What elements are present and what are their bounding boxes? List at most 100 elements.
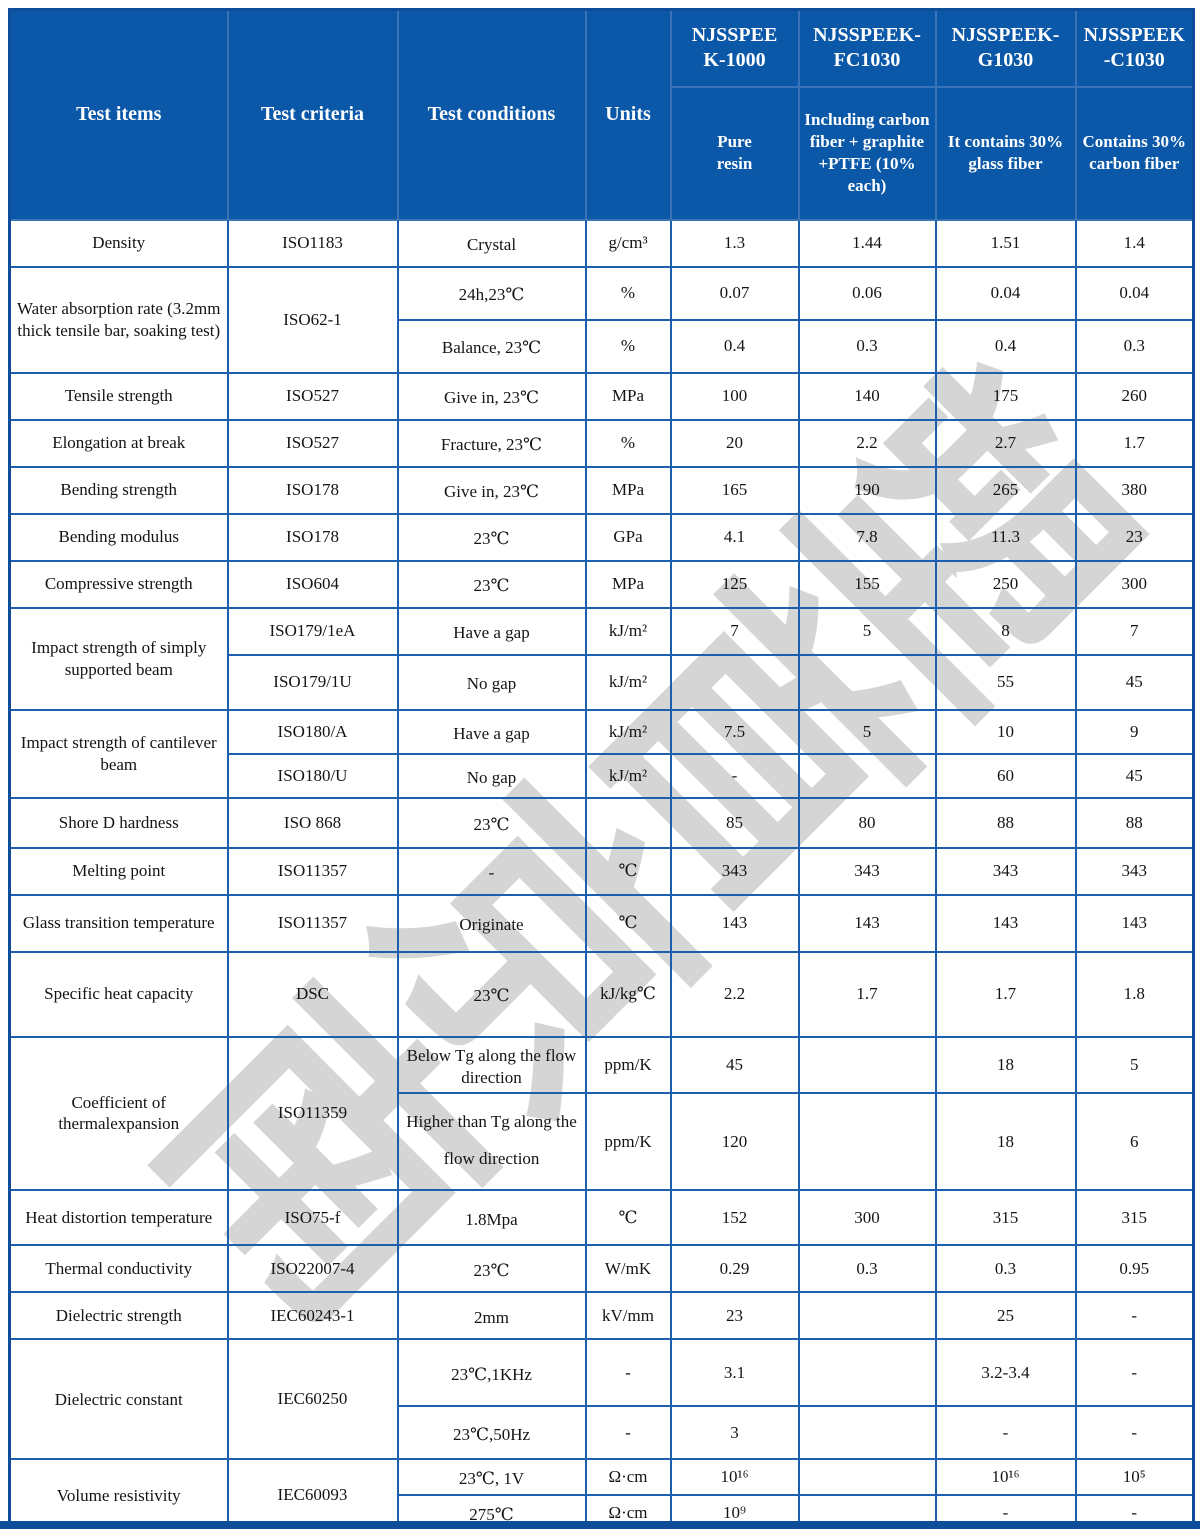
condition-cell: 23℃ bbox=[396, 1244, 587, 1294]
value-cell: 10¹⁶ bbox=[669, 1458, 800, 1497]
value-cell: 0.04 bbox=[1074, 265, 1195, 321]
unit-cell: kJ/m² bbox=[584, 606, 672, 656]
value-cell: 0.4 bbox=[934, 318, 1077, 374]
product-desc-header: Including carbon fiber + graphite +PTFE … bbox=[797, 85, 937, 221]
value-cell: 0.06 bbox=[797, 265, 937, 321]
value-cell: 343 bbox=[1074, 846, 1195, 896]
value-cell: 11.3 bbox=[934, 512, 1077, 562]
value-cell: 45 bbox=[1074, 653, 1195, 711]
value-cell: 60 bbox=[934, 752, 1077, 799]
unit-cell: % bbox=[584, 318, 672, 374]
unit-cell: ppm/K bbox=[584, 1092, 672, 1192]
table-row: Water absorption rate (3.2mm thick tensi… bbox=[8, 265, 1195, 374]
value-cell: 300 bbox=[797, 1189, 937, 1247]
value-cell: 125 bbox=[669, 559, 800, 609]
unit-cell: % bbox=[584, 418, 672, 468]
value-cell: 0.3 bbox=[1074, 318, 1195, 374]
value-cell: 2.2 bbox=[669, 950, 800, 1038]
condition-cell: 23℃,50Hz bbox=[396, 1405, 587, 1461]
unit-cell: ℃ bbox=[584, 1189, 672, 1247]
value-cell: 143 bbox=[934, 893, 1077, 953]
col-header-test-criteria: Test criteria bbox=[226, 8, 399, 221]
unit-cell: % bbox=[584, 265, 672, 321]
table-body: Density ISO1183 Crystal g/cm³ 1.3 1.44 1.51 1.4… bbox=[8, 218, 1195, 1529]
value-cell: 23 bbox=[1074, 512, 1195, 562]
value-cell: - bbox=[669, 752, 800, 799]
value-cell: 4.1 bbox=[669, 512, 800, 562]
value-cell: 1.4 bbox=[1074, 218, 1195, 268]
item-cell: Coefficient of thermalexpansion bbox=[8, 1035, 229, 1192]
value-cell: - bbox=[1074, 1291, 1195, 1341]
value-cell bbox=[797, 1035, 937, 1095]
table-row: Impact strength of cantilever beam ISO180… bbox=[8, 708, 1195, 799]
col-header-test-conditions: Test conditions bbox=[396, 8, 587, 221]
value-cell: 1.8 bbox=[1074, 950, 1195, 1038]
item-cell: Dielectric strength bbox=[8, 1291, 229, 1341]
table-row: Heat distortion temperature ISO75-f 1.8Mpa… bbox=[8, 1189, 1195, 1247]
table-row: Specific heat capacity DSC 23℃ kJ/kg℃ 2.2 1.7… bbox=[8, 950, 1195, 1038]
condition-cell: 23℃,1KHz bbox=[396, 1338, 587, 1408]
table-row: 23℃,50Hz -3- - bbox=[10, 1405, 1195, 1461]
value-cell: 0.3 bbox=[797, 318, 937, 374]
criteria-cell: IEC60250 bbox=[226, 1338, 399, 1461]
condition-cell: 23℃ bbox=[396, 559, 587, 609]
condition-cell: 23℃, 1V bbox=[396, 1458, 587, 1497]
criteria-cell: ISO527 bbox=[226, 371, 399, 421]
table-row: Glass transition temperature ISO11357 Orig… bbox=[8, 893, 1195, 953]
unit-cell: - bbox=[584, 1405, 672, 1461]
value-cell: 175 bbox=[934, 371, 1077, 421]
condition-cell: 23℃ bbox=[396, 950, 587, 1038]
header-row-product-names: Test items Test criteria Test conditions… bbox=[8, 8, 1195, 221]
criteria-cell: ISO179/1U bbox=[226, 653, 399, 711]
criteria-cell: DSC bbox=[226, 950, 399, 1038]
value-cell bbox=[669, 653, 800, 711]
item-cell: Volume resistivity bbox=[8, 1458, 229, 1529]
condition-cell: No gap bbox=[396, 653, 587, 711]
value-cell: 100 bbox=[669, 371, 800, 421]
criteria-cell: ISO178 bbox=[226, 465, 399, 515]
value-cell: 0.3 bbox=[797, 1244, 937, 1294]
unit-cell: MPa bbox=[584, 559, 672, 609]
unit-cell: kJ/m² bbox=[584, 653, 672, 711]
value-cell: 120 bbox=[669, 1092, 800, 1192]
condition-cell: Give in, 23℃ bbox=[396, 465, 587, 515]
criteria-cell: ISO62-1 bbox=[226, 265, 399, 374]
unit-cell: kV/mm bbox=[584, 1291, 672, 1341]
value-cell: 0.3 bbox=[934, 1244, 1077, 1294]
condition-cell: 23℃ bbox=[396, 512, 587, 562]
value-cell: 260 bbox=[1074, 371, 1195, 421]
value-cell: 315 bbox=[1074, 1189, 1195, 1247]
item-cell: Heat distortion temperature bbox=[8, 1189, 229, 1247]
value-cell: 45 bbox=[1074, 752, 1195, 799]
value-cell: 343 bbox=[669, 846, 800, 896]
value-cell: 80 bbox=[797, 796, 937, 849]
material-properties-table: Test items Test criteria Test conditions… bbox=[8, 8, 1195, 1529]
item-cell: Density bbox=[8, 218, 229, 268]
criteria-cell: IEC60093 bbox=[226, 1458, 399, 1529]
value-cell: 140 bbox=[797, 371, 937, 421]
table-row: Thermal conductivity ISO22007-4 23℃ W/mK 0.2… bbox=[8, 1244, 1195, 1294]
value-cell: 7.8 bbox=[797, 512, 937, 562]
value-cell: 88 bbox=[934, 796, 1077, 849]
item-cell: Shore D hardness bbox=[8, 796, 229, 849]
value-cell: 10⁵ bbox=[1074, 1458, 1195, 1497]
condition-cell: Fracture, 23℃ bbox=[396, 418, 587, 468]
value-cell: 0.29 bbox=[669, 1244, 800, 1294]
value-cell bbox=[797, 752, 937, 799]
item-cell: Bending strength bbox=[8, 465, 229, 515]
value-cell: 143 bbox=[669, 893, 800, 953]
table-row: Shore D hardness ISO 868 23℃ 85 80 88 88 bbox=[8, 796, 1195, 849]
unit-cell bbox=[584, 796, 672, 849]
condition-cell: Give in, 23℃ bbox=[396, 371, 587, 421]
value-cell bbox=[797, 1338, 937, 1408]
product-desc-header: Contains 30% carbon fiber bbox=[1074, 85, 1195, 221]
value-cell: 2.7 bbox=[934, 418, 1077, 468]
value-cell: 5 bbox=[797, 708, 937, 755]
value-cell: 1.7 bbox=[1074, 418, 1195, 468]
table-row: Bending strength ISO178 Give in, 23℃ MPa 165… bbox=[8, 465, 1195, 515]
value-cell: 143 bbox=[797, 893, 937, 953]
value-cell: 315 bbox=[934, 1189, 1077, 1247]
col-header-test-items: Test items bbox=[8, 8, 229, 221]
condition-cell: Balance, 23℃ bbox=[396, 318, 587, 374]
value-cell: 250 bbox=[934, 559, 1077, 609]
